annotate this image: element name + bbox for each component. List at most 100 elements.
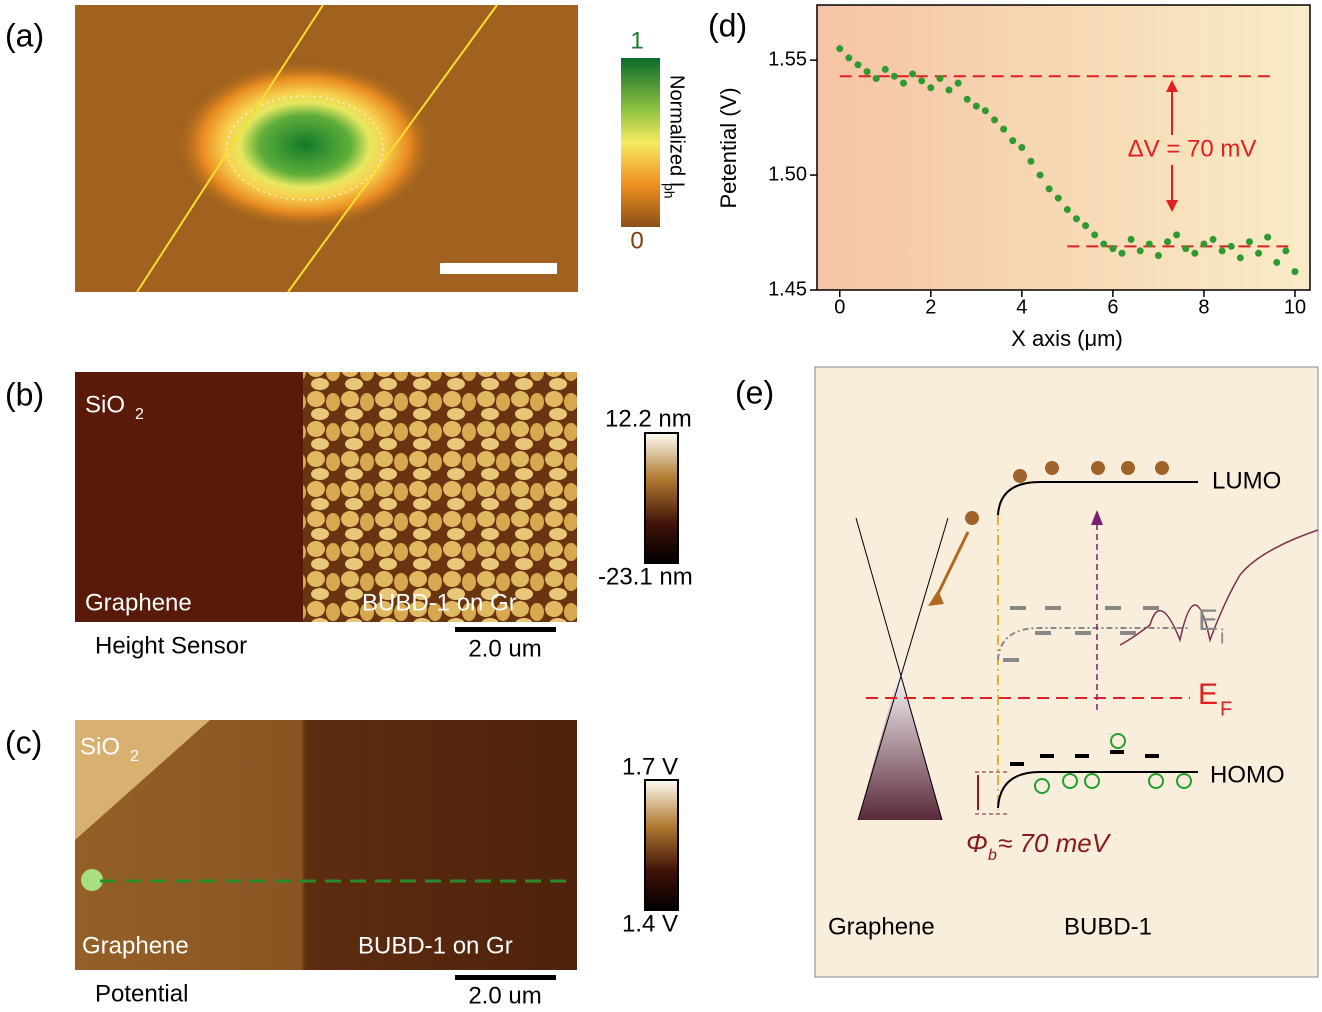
arrow-head <box>928 590 944 606</box>
data-point <box>836 45 844 53</box>
data-point <box>1063 206 1071 214</box>
x-tick-label: 8 <box>1198 296 1209 318</box>
ef-sub: F <box>1220 698 1232 720</box>
colorbar-min: 1.4 V <box>622 910 678 937</box>
data-point <box>945 86 953 94</box>
data-point <box>845 54 853 62</box>
data-point <box>1173 231 1181 239</box>
data-point <box>899 79 907 87</box>
photocurrent-spot <box>175 60 435 230</box>
x-axis-label: X axis (μm) <box>1011 326 1123 351</box>
data-point <box>1154 252 1162 260</box>
trapped-charges <box>1010 750 1159 766</box>
data-point <box>1000 125 1008 133</box>
data-point <box>936 75 944 83</box>
data-point <box>1218 247 1226 255</box>
electrode-edge <box>287 4 498 293</box>
trap-states <box>1003 606 1159 662</box>
data-point <box>1109 245 1117 253</box>
ef-label: E <box>1198 678 1218 711</box>
barrier-symbol: Φ <box>966 828 988 858</box>
homo-band <box>997 771 1198 809</box>
barrier-sub: b <box>988 847 997 864</box>
data-point <box>1054 194 1062 202</box>
substrate-region <box>75 720 210 840</box>
ei-label: E <box>1198 604 1218 637</box>
band-diagram <box>814 366 1319 978</box>
line-start <box>81 869 103 891</box>
data-point <box>863 68 871 76</box>
colorbar-max: 12.2 nm <box>605 405 692 432</box>
colorbar <box>621 58 660 227</box>
y-tick-label: 1.45 <box>768 278 807 300</box>
data-point <box>1182 245 1190 253</box>
data-point <box>963 95 971 103</box>
region-label: BUBD-1 on Gr <box>362 589 517 616</box>
arrow <box>933 531 970 601</box>
data-point <box>1236 254 1244 262</box>
y-tick-label: 1.55 <box>768 48 807 70</box>
arrow-head <box>1091 510 1103 525</box>
x-tick-label: 0 <box>834 296 845 318</box>
arrow-head <box>1166 80 1178 92</box>
colorbar <box>644 432 679 564</box>
data-point <box>1045 185 1053 193</box>
data-point <box>1191 249 1199 257</box>
panel-label: (c) <box>5 724 42 760</box>
scale-bar <box>455 975 556 980</box>
data-point <box>972 102 980 110</box>
data-point <box>1164 238 1172 246</box>
data-point <box>854 61 862 69</box>
x-tick-label: 10 <box>1284 296 1306 318</box>
data-point <box>1145 240 1153 248</box>
colorbar-max: 1.7 V <box>622 753 678 780</box>
panel-label: (e) <box>735 374 774 410</box>
y-tick-label: 1.50 <box>768 163 807 185</box>
panel-label: (b) <box>5 376 44 412</box>
cone-line <box>855 517 943 821</box>
electrons <box>965 461 1169 525</box>
holes <box>1034 733 1192 794</box>
intrinsic-level <box>997 627 1190 661</box>
electrode-edge <box>136 4 324 293</box>
data-point <box>954 79 962 87</box>
colorbar-min: 0 <box>630 227 643 254</box>
scale-bar <box>440 263 557 274</box>
annotation: ΔV = 70 mV <box>1128 135 1257 162</box>
height-map-left <box>75 372 303 622</box>
region-label: Graphene <box>82 932 189 959</box>
lumo-label: LUMO <box>1212 467 1281 494</box>
plot-area <box>816 4 1311 291</box>
ei-sub: i <box>1220 626 1224 648</box>
data-point <box>1200 240 1208 248</box>
flake-outline <box>226 95 384 201</box>
region-label: BUBD-1 on Gr <box>358 932 513 959</box>
x-tick-label: 2 <box>925 296 936 318</box>
data-point <box>1091 231 1099 239</box>
region-label: BUBD-1 <box>1064 913 1152 940</box>
barrier-value: ≈ 70 meV <box>998 828 1112 858</box>
colorbar-title-text: Normalized I <box>666 75 688 187</box>
y-axis-label: Petential (V) <box>716 87 741 208</box>
data-point <box>927 84 935 92</box>
colorbar <box>644 779 679 911</box>
data-point <box>1127 235 1135 243</box>
data-point <box>1291 268 1299 276</box>
data-point <box>1036 171 1044 179</box>
lumo-band <box>997 481 1198 516</box>
data-point <box>1027 157 1035 165</box>
caption: Height Sensor <box>95 632 247 659</box>
region-label: Graphene <box>85 589 192 616</box>
data-point <box>918 77 926 85</box>
data-point <box>1009 137 1017 145</box>
data-point <box>1273 258 1281 266</box>
data-point <box>1100 240 1108 248</box>
light <box>1119 529 1319 646</box>
caption: Potential <box>95 980 188 1007</box>
cone-line <box>857 517 949 821</box>
data-point <box>1282 247 1290 255</box>
data-point <box>981 107 989 115</box>
data-point <box>1209 235 1217 243</box>
colorbar-title: Normalized I ph <box>661 75 687 199</box>
region-label: Graphene <box>828 913 935 940</box>
